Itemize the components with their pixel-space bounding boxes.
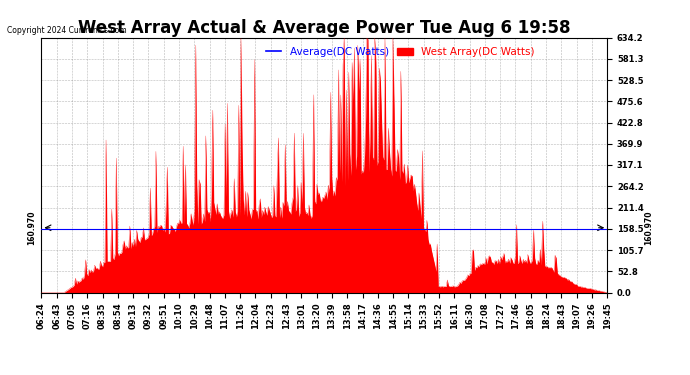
Text: 160.970: 160.970 <box>27 210 36 245</box>
Text: 160.970: 160.970 <box>644 210 653 245</box>
Text: Copyright 2024 Curtronics.com: Copyright 2024 Curtronics.com <box>7 26 126 35</box>
Legend: Average(DC Watts), West Array(DC Watts): Average(DC Watts), West Array(DC Watts) <box>262 43 539 61</box>
Title: West Array Actual & Average Power Tue Aug 6 19:58: West Array Actual & Average Power Tue Au… <box>78 20 571 38</box>
